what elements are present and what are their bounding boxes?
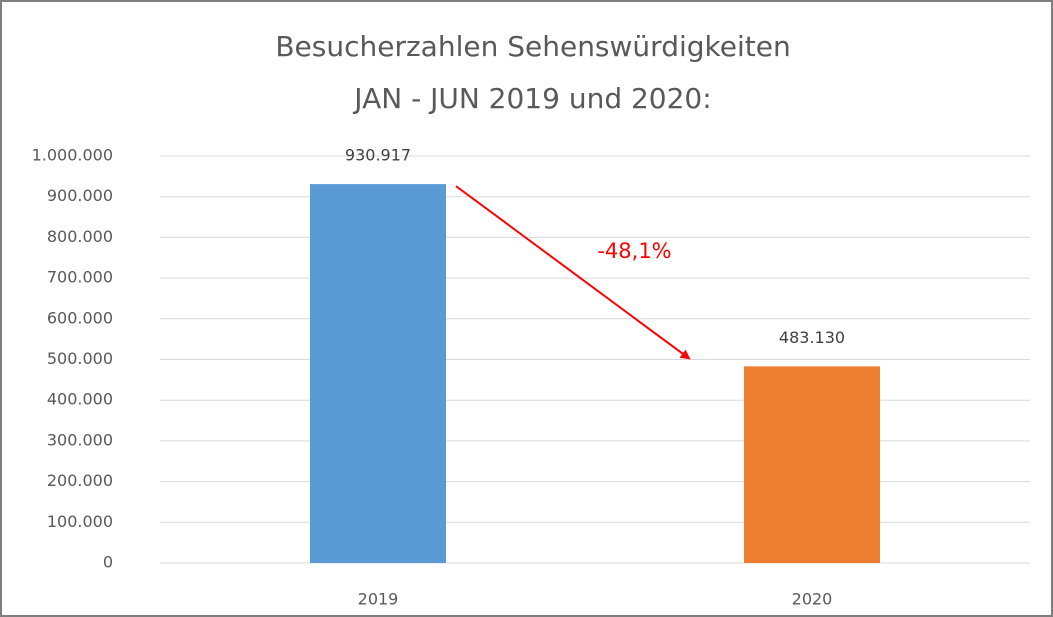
y-tick-label: 400.000: [47, 390, 113, 409]
x-tick-label: 2020: [792, 590, 833, 609]
chart-title: JAN - JUN 2019 und 2020:: [352, 82, 711, 115]
y-tick-label: 200.000: [47, 471, 113, 490]
y-tick-label: 1.000.000: [32, 146, 113, 165]
chart-title: Besucherzahlen Sehenswürdigkeiten: [275, 30, 790, 63]
y-tick-label: 500.000: [47, 349, 113, 368]
annotation-arrow: [455, 185, 691, 360]
y-tick-label: 100.000: [47, 512, 113, 531]
y-tick-label: 800.000: [47, 227, 113, 246]
y-tick-label: 0: [103, 553, 113, 572]
data-label: 483.130: [779, 328, 845, 347]
annotation: -48,1%: [597, 239, 671, 263]
bar: [310, 184, 446, 564]
y-tick-label: 600.000: [47, 308, 113, 327]
y-tick-label: 900.000: [47, 186, 113, 205]
y-tick-label: 700.000: [47, 268, 113, 287]
data-label: 930.917: [345, 146, 411, 165]
bar: [744, 366, 880, 563]
x-tick-label: 2019: [358, 590, 399, 609]
y-tick-label: 300.000: [47, 430, 113, 449]
